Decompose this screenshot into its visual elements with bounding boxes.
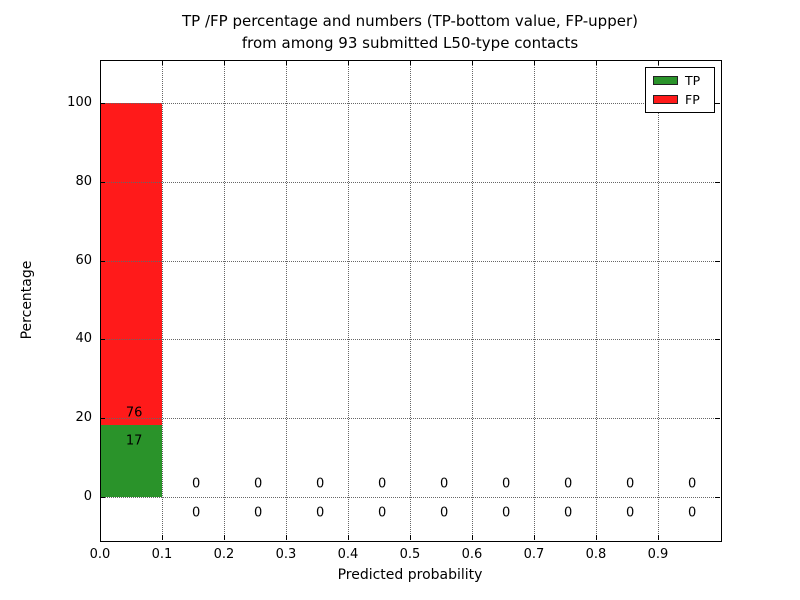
bar-count-annotation-tp: 0 [625, 505, 635, 521]
x-tick-mark [658, 60, 659, 65]
x-tick-mark [534, 60, 535, 65]
x-tick-mark [162, 60, 163, 65]
x-gridline [534, 60, 535, 540]
y-gridline [100, 339, 720, 341]
x-tick-mark [100, 535, 101, 540]
x-gridline [162, 60, 163, 540]
bar-count-annotation-tp: 0 [315, 505, 325, 521]
x-gridline [658, 60, 659, 540]
x-tick-mark [100, 60, 101, 65]
x-tick-label: 0.5 [399, 547, 421, 562]
x-gridline [224, 60, 225, 540]
chart-title: TP /FP percentage and numbers (TP-bottom… [100, 10, 720, 54]
x-tick-label: 0.4 [337, 547, 359, 562]
bar-segment-tp [100, 424, 162, 497]
y-tick-mark [100, 339, 105, 341]
bar-count-annotation-tp: 0 [191, 505, 201, 521]
x-tick-mark [348, 60, 349, 65]
legend-label-fp: FP [685, 92, 700, 107]
x-tick-label: 0.0 [89, 547, 111, 562]
x-tick-label: 0.7 [523, 547, 545, 562]
bar-count-annotation-tp: 0 [377, 505, 387, 521]
y-tick-label: 100 [67, 95, 92, 111]
y-gridline [100, 496, 720, 498]
y-tick-label: 20 [75, 410, 92, 426]
x-tick-mark [596, 60, 597, 65]
bar-count-annotation-fp: 0 [377, 476, 387, 492]
legend-swatch-tp [653, 76, 678, 85]
y-tick-mark [100, 260, 105, 262]
x-axis-label: Predicted probability [337, 567, 483, 583]
x-tick-mark [410, 60, 411, 65]
x-tick-mark [224, 535, 225, 540]
bar-count-annotation-fp: 0 [563, 476, 573, 492]
x-gridline [472, 60, 473, 540]
x-tick-mark [286, 60, 287, 65]
x-tick-label: 0.6 [461, 547, 483, 562]
chart-title-line1: TP /FP percentage and numbers (TP-bottom… [182, 12, 638, 30]
bar-count-annotation-tp: 17 [125, 433, 143, 449]
y-gridline [100, 181, 720, 183]
y-tick-mark [715, 181, 720, 183]
y-tick-mark [100, 103, 105, 105]
y-tick-mark [715, 496, 720, 498]
y-tick-label: 80 [75, 173, 92, 189]
y-tick-label: 60 [75, 252, 92, 268]
y-gridline [100, 418, 720, 420]
y-tick-mark [100, 418, 105, 420]
y-tick-mark [715, 339, 720, 341]
x-gridline [410, 60, 411, 540]
x-tick-label: 0.1 [151, 547, 173, 562]
y-tick-mark [100, 496, 105, 498]
chart-title-line2: from among 93 submitted L50-type contact… [241, 34, 579, 52]
bar-count-annotation-tp: 0 [687, 505, 697, 521]
legend-swatch-fp [653, 95, 678, 104]
x-tick-mark [224, 60, 225, 65]
x-tick-mark [596, 535, 597, 540]
legend-item-fp: FP [653, 93, 714, 106]
x-tick-mark [286, 535, 287, 540]
legend: TP FP [645, 67, 715, 113]
x-gridline [286, 60, 287, 540]
bar-count-annotation-fp: 0 [625, 476, 635, 492]
y-axis-label: Percentage [19, 260, 35, 340]
legend-label-tp: TP [685, 73, 701, 88]
bar-count-annotation-fp: 0 [253, 476, 263, 492]
y-tick-mark [100, 181, 105, 183]
bar-count-annotation-tp: 0 [253, 505, 263, 521]
x-tick-mark [472, 535, 473, 540]
x-tick-mark [472, 60, 473, 65]
bar-count-annotation-tp: 0 [501, 505, 511, 521]
y-tick-mark [715, 418, 720, 420]
bar-count-annotation-tp: 0 [563, 505, 573, 521]
x-tick-mark [348, 535, 349, 540]
bar-count-annotation-fp: 76 [125, 405, 143, 421]
bar-count-annotation-fp: 0 [501, 476, 511, 492]
y-gridline [100, 260, 720, 262]
bar-count-annotation-fp: 0 [439, 476, 449, 492]
x-tick-label: 0.9 [647, 547, 669, 562]
plot-area-frame [100, 60, 722, 542]
x-tick-label: 0.8 [585, 547, 607, 562]
bar-count-annotation-fp: 0 [191, 476, 201, 492]
x-tick-label: 0.3 [275, 547, 297, 562]
bar-count-annotation-fp: 0 [687, 476, 697, 492]
x-tick-mark [162, 535, 163, 540]
x-tick-mark [410, 535, 411, 540]
y-tick-label: 40 [75, 331, 92, 347]
x-tick-mark [534, 535, 535, 540]
bar-count-annotation-fp: 0 [315, 476, 325, 492]
y-tick-label: 0 [83, 488, 92, 504]
bar-count-annotation-tp: 0 [439, 505, 449, 521]
bar-segment-fp [100, 103, 162, 425]
x-gridline [596, 60, 597, 540]
y-gridline [100, 103, 720, 105]
legend-item-tp: TP [653, 74, 714, 87]
x-tick-label: 0.2 [213, 547, 235, 562]
x-gridline [348, 60, 349, 540]
x-tick-mark [658, 535, 659, 540]
y-tick-mark [715, 103, 720, 105]
y-tick-mark [715, 260, 720, 262]
